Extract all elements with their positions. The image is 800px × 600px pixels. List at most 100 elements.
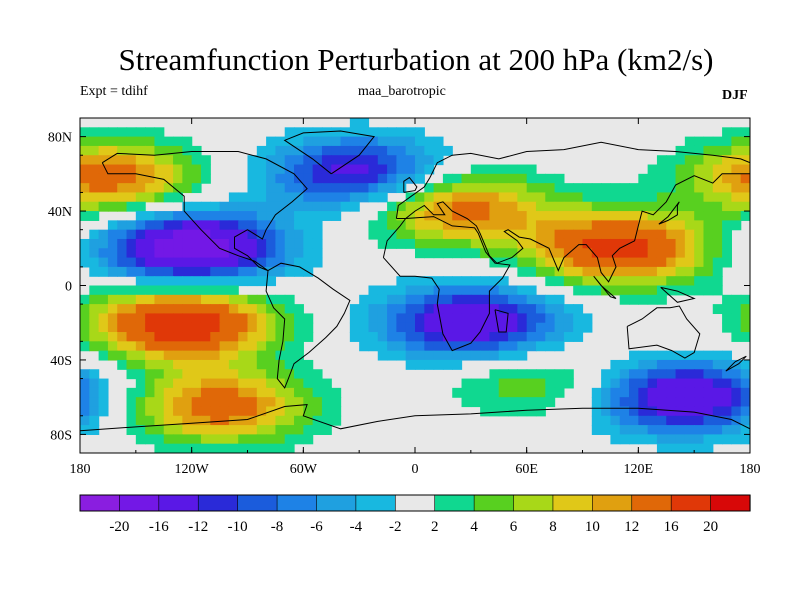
- contour-cell: [554, 201, 565, 212]
- contour-cell: [359, 332, 370, 342]
- contour-cell: [200, 257, 211, 268]
- contour-cell: [508, 257, 518, 268]
- contour-cell: [173, 192, 183, 203]
- contour-cell: [266, 145, 277, 156]
- contour-cell: [266, 369, 277, 380]
- contour-cell: [145, 397, 156, 408]
- contour-cell: [480, 229, 491, 240]
- contour-cell: [163, 415, 174, 426]
- contour-cell: [266, 164, 277, 175]
- contour-cell: [173, 145, 183, 156]
- contour-cell: [247, 359, 258, 370]
- contour-cell: [340, 145, 351, 156]
- contour-cell: [145, 145, 156, 156]
- contour-cell: [126, 285, 137, 296]
- contour-cell: [210, 276, 221, 287]
- contour-cell: [666, 434, 677, 445]
- contour-cell: [545, 211, 556, 221]
- contour-cell: [182, 248, 193, 259]
- contour-cell: [638, 294, 649, 305]
- contour-cell: [619, 276, 630, 287]
- contour-cell: [312, 183, 323, 194]
- contour-cell: [145, 294, 156, 305]
- contour-cell: [219, 341, 230, 352]
- contour-cell: [238, 294, 249, 305]
- contour-cell: [675, 238, 686, 249]
- contour-cell: [703, 369, 714, 380]
- contour-cell: [200, 276, 211, 287]
- contour-cell: [135, 369, 146, 380]
- contour-cell: [145, 285, 156, 296]
- contour-cell: [200, 369, 211, 380]
- contour-cell: [424, 145, 435, 156]
- contour-cell: [396, 155, 407, 166]
- contour-cell: [163, 136, 174, 147]
- contour-cell: [368, 332, 379, 342]
- contour-cell: [266, 378, 277, 389]
- contour-cell: [182, 387, 193, 398]
- contour-cell: [629, 211, 639, 221]
- contour-cell: [647, 387, 658, 398]
- contour-cell: [154, 397, 165, 408]
- contour-cell: [480, 211, 491, 221]
- contour-cell: [145, 415, 156, 426]
- contour-cell: [424, 322, 435, 333]
- contour-cell: [508, 192, 518, 203]
- contour-cell: [712, 415, 723, 426]
- contour-cell: [545, 173, 556, 184]
- contour-cell: [526, 378, 537, 389]
- contour-cell: [498, 211, 509, 221]
- contour-cell: [275, 248, 286, 259]
- contour-cell: [266, 443, 277, 453]
- contour-cell: [694, 257, 705, 268]
- contour-cell: [684, 397, 695, 408]
- contour-cell: [219, 406, 230, 417]
- contour-cell: [461, 229, 472, 240]
- contour-cell: [266, 425, 277, 435]
- contour-cell: [266, 220, 277, 231]
- contour-cell: [508, 229, 518, 240]
- contour-cell: [526, 192, 537, 203]
- contour-cell: [359, 145, 370, 156]
- contour-cell: [182, 183, 193, 194]
- contour-cell: [98, 145, 109, 156]
- contour-cell: [638, 183, 649, 194]
- contour-cell: [442, 341, 453, 352]
- contour-cell: [442, 285, 453, 296]
- contour-cell: [656, 285, 667, 296]
- contour-cell: [535, 183, 546, 194]
- contour-cell: [480, 304, 491, 315]
- contour-cell: [163, 369, 174, 380]
- contour-cell: [98, 127, 109, 138]
- contour-cell: [535, 369, 546, 380]
- contour-cell: [126, 406, 137, 417]
- contour-cell: [387, 350, 397, 361]
- coastline: [494, 309, 509, 333]
- contour-cell: [582, 201, 593, 212]
- contour-cell: [610, 369, 621, 380]
- contour-cell: [694, 378, 705, 389]
- contour-cell: [470, 248, 481, 259]
- contour-cell: [210, 201, 221, 212]
- contour-cell: [675, 164, 686, 175]
- contour-cell: [489, 192, 500, 203]
- contour-cell: [294, 434, 304, 445]
- contour-cell: [731, 201, 742, 212]
- contour-cell: [182, 145, 193, 156]
- contour-cell: [303, 229, 314, 240]
- contour-cell: [154, 276, 165, 287]
- contour-cell: [154, 387, 165, 398]
- contour-cell: [508, 201, 518, 212]
- contour-cell: [219, 387, 230, 398]
- contour-cell: [684, 238, 695, 249]
- contour-cell: [424, 192, 435, 203]
- contour-cell: [470, 341, 481, 352]
- contour-cell: [182, 238, 193, 249]
- colorbar-swatch: [710, 494, 751, 512]
- contour-cell: [182, 266, 193, 277]
- contour-cell: [349, 304, 360, 315]
- contour-cell: [182, 350, 193, 361]
- contour-cell: [247, 211, 258, 221]
- lon-tick-label: 60E: [515, 462, 538, 477]
- contour-cell: [666, 369, 677, 380]
